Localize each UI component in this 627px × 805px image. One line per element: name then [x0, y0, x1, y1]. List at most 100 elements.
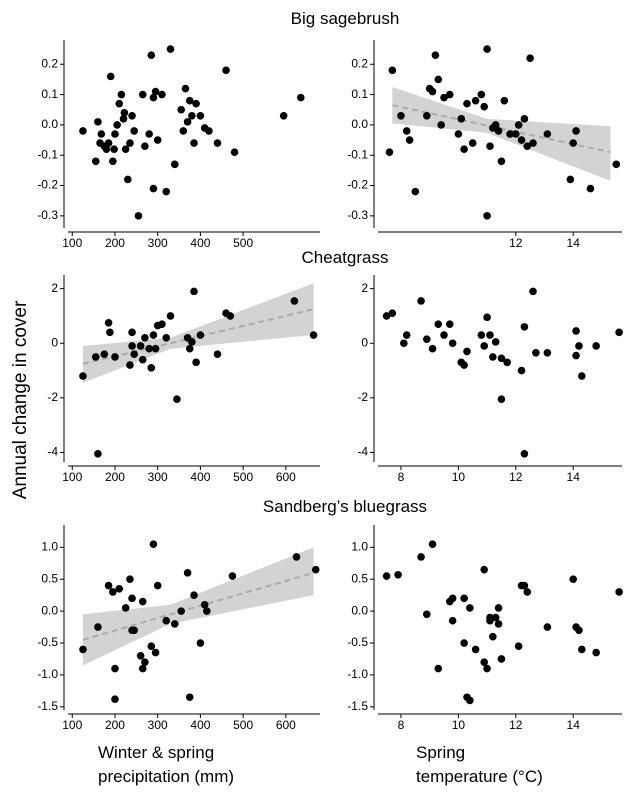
- point: [181, 84, 190, 93]
- point: [543, 130, 552, 138]
- point: [147, 364, 156, 372]
- point: [575, 626, 583, 635]
- point: [190, 287, 198, 296]
- y-tick-label: 0.2: [41, 56, 58, 70]
- point: [511, 130, 520, 138]
- y-tick-label: 0.5: [41, 571, 58, 585]
- point: [532, 349, 540, 357]
- point: [153, 136, 162, 144]
- point: [526, 54, 534, 62]
- point: [385, 148, 394, 156]
- point: [147, 642, 156, 651]
- y-tick-label: 0.0: [41, 117, 58, 131]
- point: [126, 575, 134, 584]
- point: [529, 139, 537, 147]
- point: [147, 51, 156, 59]
- point: [138, 597, 147, 606]
- point: [411, 187, 420, 196]
- point: [311, 565, 320, 574]
- point: [149, 331, 158, 339]
- x-tick-label: 400: [190, 718, 210, 732]
- point: [130, 350, 139, 358]
- point: [578, 372, 586, 380]
- point: [578, 645, 586, 654]
- y-tick-label: 0.0: [351, 603, 368, 617]
- point: [483, 45, 491, 53]
- y-tick-label: -1.5: [347, 699, 368, 713]
- x-tick-label: 12: [509, 470, 523, 484]
- point: [183, 118, 192, 126]
- point: [200, 600, 209, 609]
- x-tick-label: 200: [105, 470, 125, 484]
- point: [94, 118, 102, 126]
- x-tick-label: 10: [452, 718, 466, 732]
- point: [196, 112, 205, 120]
- point: [388, 66, 397, 75]
- point: [483, 313, 491, 322]
- point: [97, 130, 106, 138]
- point: [145, 344, 153, 353]
- point: [388, 309, 397, 318]
- row-title: Cheatgrass: [302, 248, 389, 267]
- point: [309, 331, 318, 339]
- fit-line: [82, 571, 314, 641]
- fit-line: [392, 104, 611, 154]
- point: [226, 312, 235, 320]
- point: [431, 51, 440, 59]
- point: [79, 127, 87, 135]
- point: [494, 620, 503, 628]
- point: [468, 139, 477, 147]
- x-tick-label: 8: [398, 718, 405, 732]
- point: [130, 127, 139, 135]
- point: [500, 96, 509, 105]
- point: [520, 450, 529, 458]
- point: [102, 145, 111, 153]
- point: [612, 160, 621, 169]
- point: [119, 115, 128, 123]
- point: [402, 331, 411, 339]
- y-tick-label: -0.2: [37, 178, 58, 192]
- point: [514, 121, 523, 129]
- point: [517, 136, 526, 144]
- point: [494, 604, 503, 612]
- y-tick-label: -2: [357, 390, 368, 404]
- row-title: Sandberg’s bluegrass: [263, 497, 427, 516]
- point: [400, 339, 408, 348]
- point: [428, 540, 437, 548]
- y-tick-label: 0.1: [41, 87, 58, 101]
- point: [94, 450, 102, 458]
- point: [572, 127, 580, 135]
- point: [575, 342, 583, 350]
- point: [111, 664, 119, 673]
- point: [196, 331, 205, 339]
- point: [489, 632, 497, 641]
- y-tick-label: 0: [361, 335, 368, 349]
- y-tick-label: -4: [47, 445, 58, 459]
- point: [190, 139, 198, 147]
- point: [471, 96, 480, 105]
- point: [466, 604, 474, 612]
- point: [454, 130, 463, 138]
- point: [121, 604, 130, 612]
- point: [463, 347, 471, 356]
- point: [128, 342, 136, 350]
- point: [460, 145, 468, 153]
- point: [183, 569, 192, 577]
- point: [523, 588, 532, 596]
- x-tick-label: 200: [105, 236, 125, 250]
- point: [106, 328, 114, 337]
- point: [136, 342, 145, 350]
- y-tick-label: 1.0: [351, 539, 368, 553]
- point: [292, 553, 301, 561]
- x-tick-label: 10: [452, 470, 466, 484]
- point: [572, 351, 580, 360]
- y-tick-label: -0.1: [37, 147, 58, 161]
- point: [128, 594, 136, 603]
- x-axis-label: precipitation (mm): [98, 767, 234, 786]
- point: [477, 90, 486, 99]
- x-tick-label: 300: [148, 236, 168, 250]
- point: [466, 696, 474, 705]
- point: [94, 623, 102, 631]
- x-tick-label: 600: [276, 470, 296, 484]
